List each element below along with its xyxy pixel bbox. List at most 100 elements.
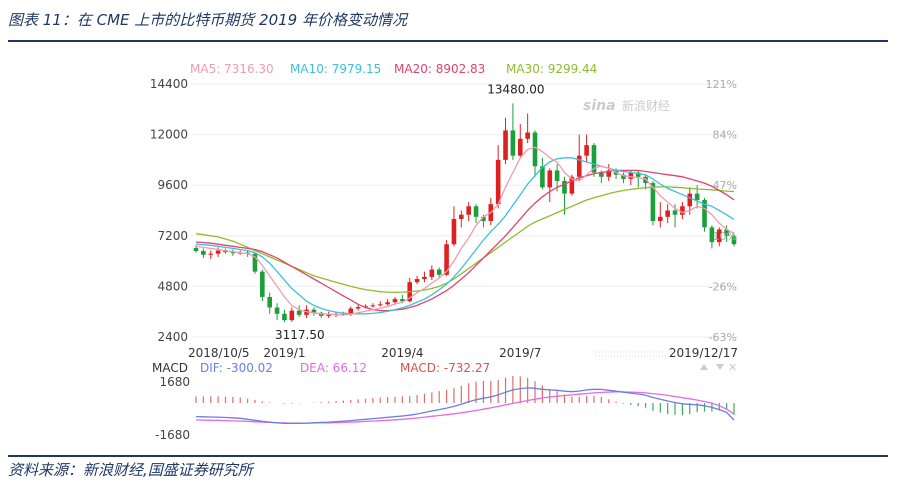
y-right-label: 47% xyxy=(713,179,737,192)
candle xyxy=(650,180,656,226)
collapse-down-icon xyxy=(716,364,724,370)
macd-legend-item: DIF: -300.02 xyxy=(200,361,273,375)
candle xyxy=(576,134,582,181)
candle-body xyxy=(436,269,442,275)
candle-body xyxy=(326,314,331,316)
ma5-line xyxy=(195,146,735,316)
candle-body xyxy=(451,218,457,245)
candle-body xyxy=(311,309,317,313)
candle xyxy=(466,202,471,222)
candle-body xyxy=(355,307,361,309)
panel-icons: ✕ xyxy=(700,361,737,374)
macd-y-tick-label: -1680 xyxy=(155,428,190,442)
dif-line xyxy=(195,387,735,425)
candle xyxy=(201,248,206,258)
candle xyxy=(525,113,530,144)
candle-body xyxy=(193,248,199,251)
close-icon: ✕ xyxy=(728,361,737,374)
ma10-line xyxy=(195,157,735,315)
candle-body xyxy=(466,206,471,215)
candle-body xyxy=(230,252,236,254)
candle-body xyxy=(702,199,707,228)
candle xyxy=(289,307,295,322)
candle-body xyxy=(296,310,302,315)
y-tick-label: 4800 xyxy=(157,279,188,293)
candle xyxy=(296,305,302,317)
candle-body xyxy=(591,145,597,173)
candle-body xyxy=(687,193,693,207)
candle xyxy=(658,202,663,228)
ma30-line xyxy=(195,186,735,293)
y-tick-label: 9600 xyxy=(157,178,188,192)
candle-body xyxy=(650,183,656,222)
candle-body xyxy=(584,145,589,156)
candle xyxy=(532,130,538,177)
candle xyxy=(547,168,553,203)
candle-body xyxy=(532,132,538,167)
candle xyxy=(422,271,427,283)
candle-body xyxy=(665,210,670,217)
title-rule xyxy=(8,40,888,42)
y-right-label: 84% xyxy=(713,129,737,142)
candle-body xyxy=(267,296,272,308)
source-rule xyxy=(8,455,888,457)
collapse-up-icon xyxy=(700,364,708,370)
macd-title: MACD xyxy=(152,361,188,375)
min-price-label: 3117.50 xyxy=(275,328,325,342)
candle xyxy=(621,172,626,184)
candle-body xyxy=(282,313,287,321)
candle-body xyxy=(348,308,354,315)
candle xyxy=(495,145,501,209)
candle xyxy=(451,206,457,247)
price-grid xyxy=(192,83,738,357)
candle xyxy=(665,204,670,224)
candle-body xyxy=(680,206,685,215)
candle-body xyxy=(694,193,700,200)
candle xyxy=(606,164,612,181)
candle-body xyxy=(260,271,265,297)
figure-source: 资料来源：新浪财经,国盛证券研究所 xyxy=(8,461,253,479)
candle-body xyxy=(495,159,501,205)
candle-body xyxy=(392,299,398,303)
candle xyxy=(503,117,508,165)
candle-body xyxy=(370,305,376,307)
candle-body xyxy=(363,306,368,308)
y-tick-label: 2400 xyxy=(157,330,188,344)
candle-body xyxy=(672,210,678,215)
candle-body xyxy=(429,269,435,277)
candle-body xyxy=(473,206,479,217)
candle xyxy=(208,250,214,259)
candle xyxy=(370,303,376,308)
candle xyxy=(326,311,331,319)
ma-legend-item: MA5: 7316.30 xyxy=(190,62,274,76)
y-right-label: -26% xyxy=(709,280,737,293)
candle-body xyxy=(252,253,258,272)
macd-legend-item: DEA: 66.12 xyxy=(300,361,367,375)
moving-average-lines xyxy=(195,146,735,316)
macd-y-tick-label: 1680 xyxy=(159,375,190,389)
candle-body xyxy=(562,180,567,194)
candle xyxy=(473,204,479,224)
candle xyxy=(436,267,442,278)
ma-legend-item: MA10: 7979.15 xyxy=(290,62,381,76)
candle xyxy=(643,174,648,190)
candle xyxy=(274,303,280,321)
figure-title: 图表 11：在 CME 上市的比特币期货 2019 年价格变动情况 xyxy=(8,11,407,29)
candle xyxy=(591,143,597,177)
candle xyxy=(709,225,715,249)
ma-legend-item: MA20: 8902.83 xyxy=(394,62,485,76)
x-tick-label: 2019/4 xyxy=(381,346,423,360)
candle-body xyxy=(377,304,383,306)
candle xyxy=(392,296,398,305)
candle-body xyxy=(709,227,715,243)
candle xyxy=(385,299,390,306)
candle xyxy=(260,269,265,302)
y-right-label: 121% xyxy=(706,78,737,91)
candle xyxy=(584,134,589,163)
candle xyxy=(510,103,516,160)
candle xyxy=(444,240,449,276)
candle-body xyxy=(547,170,553,188)
candle-body xyxy=(289,310,295,321)
candle xyxy=(731,233,737,247)
